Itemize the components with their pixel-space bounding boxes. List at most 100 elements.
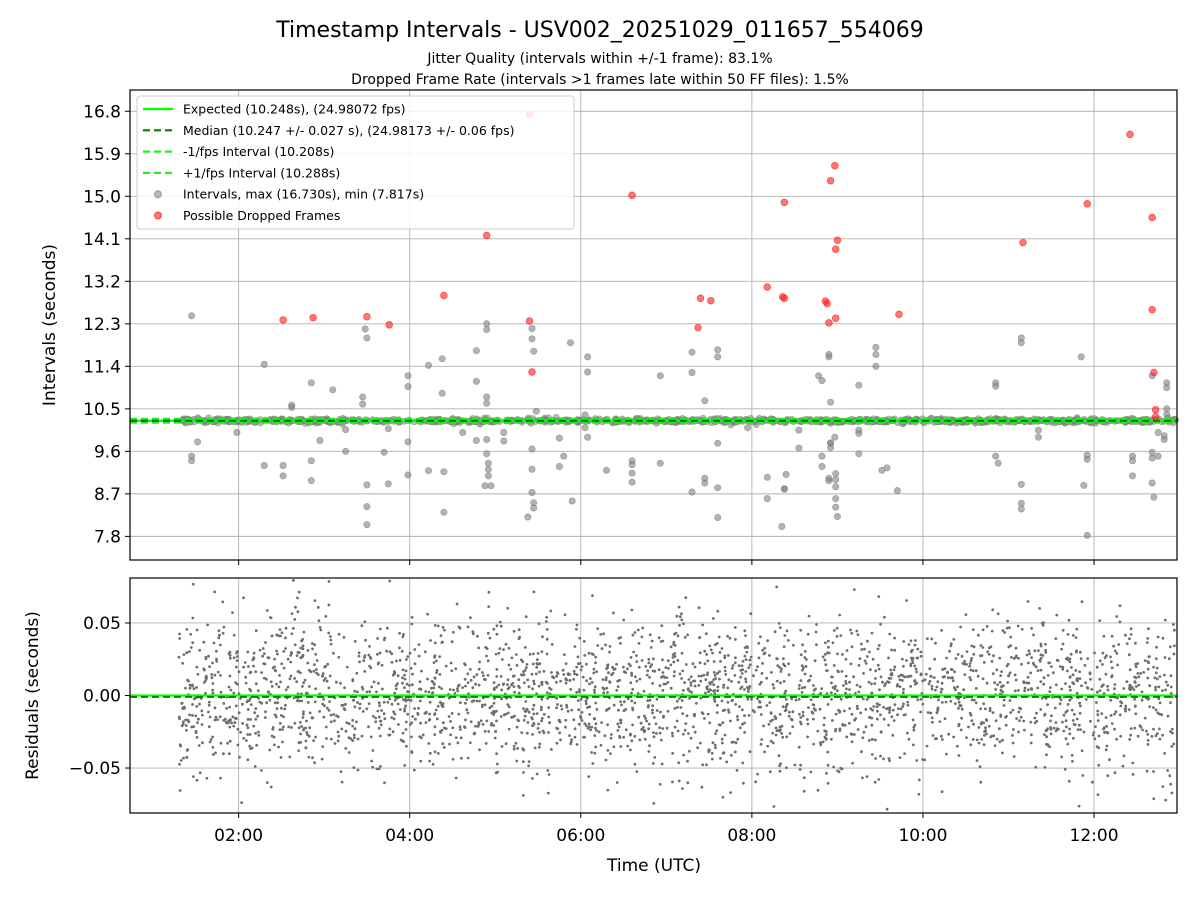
residual-point: [778, 713, 782, 716]
residual-point: [1023, 689, 1026, 693]
residual-point: [1014, 646, 1018, 650]
residual-point: [293, 721, 297, 725]
reference-lines: [130, 417, 1177, 424]
y-tick-label: 10.5: [83, 400, 121, 420]
residual-point: [273, 713, 277, 717]
residual-point: [719, 660, 722, 663]
residual-point: [871, 738, 874, 741]
residual-point: [307, 734, 311, 738]
residual-point: [236, 682, 239, 686]
residual-point: [228, 653, 232, 657]
residual-point: [537, 622, 541, 626]
residual-point: [380, 663, 384, 667]
residual-point: [1147, 627, 1150, 631]
residual-point: [726, 686, 730, 690]
residual-point: [1127, 653, 1131, 657]
residual-point: [673, 707, 677, 710]
residual-point: [378, 651, 382, 655]
residual-point: [1054, 637, 1058, 640]
residual-point: [495, 668, 499, 671]
residual-point: [1067, 779, 1071, 783]
residual-point: [520, 731, 524, 734]
residual-point: [911, 661, 915, 664]
residual-point: [635, 660, 639, 663]
residual-point: [201, 741, 204, 745]
residual-point: [606, 666, 609, 669]
residual-point: [1109, 655, 1112, 659]
residual-point: [852, 588, 856, 591]
residual-point: [807, 706, 810, 709]
residual-point: [979, 654, 982, 658]
residual-point: [464, 718, 467, 722]
residual-point: [658, 684, 662, 688]
residual-zero-lines: [130, 694, 1177, 698]
residual-point: [830, 675, 833, 679]
residual-point: [1083, 664, 1087, 667]
interval-point: [560, 452, 568, 460]
residual-point: [410, 735, 413, 739]
residual-point: [358, 706, 362, 710]
residual-point: [564, 725, 567, 729]
residual-point: [609, 752, 612, 755]
residual-point: [1052, 726, 1056, 730]
residual-point: [759, 713, 763, 716]
residual-point: [897, 707, 900, 710]
interval-point: [404, 372, 412, 380]
residual-point: [901, 657, 904, 661]
residual-point: [459, 736, 463, 740]
residual-point: [953, 670, 956, 674]
residual-point: [408, 684, 411, 687]
residual-point: [619, 642, 622, 645]
residual-point: [875, 705, 879, 709]
residual-point: [968, 662, 972, 665]
residual-point: [191, 641, 195, 645]
residual-point: [782, 680, 786, 683]
residual-point: [363, 656, 366, 659]
residual-point: [1106, 774, 1110, 778]
residual-point: [1106, 731, 1110, 735]
residual-point: [998, 656, 1002, 660]
residual-point: [661, 689, 665, 692]
residual-point: [850, 631, 854, 635]
residual-point: [930, 637, 934, 641]
residual-point: [788, 732, 792, 735]
residual-point: [531, 733, 534, 736]
residual-point: [838, 613, 842, 617]
residual-point: [748, 658, 752, 662]
residual-point: [351, 724, 354, 728]
residual-point: [515, 653, 518, 656]
residual-point: [581, 675, 585, 679]
residual-point: [228, 705, 232, 709]
residual-point: [559, 679, 562, 683]
residual-point: [1081, 774, 1085, 777]
interval-point: [628, 478, 636, 486]
residual-point: [642, 730, 646, 734]
residual-point: [944, 700, 948, 704]
residual-point: [403, 764, 407, 767]
residual-point: [184, 724, 188, 727]
residual-point: [619, 700, 622, 703]
residual-point: [1013, 673, 1017, 677]
residual-point: [318, 626, 322, 629]
residual-point: [228, 650, 232, 654]
interval-point: [656, 459, 664, 467]
residual-point: [575, 743, 579, 746]
residual-point: [559, 738, 562, 742]
residual-point: [254, 717, 258, 721]
residual-point: [321, 745, 325, 748]
residual-point: [500, 658, 504, 661]
residual-point: [744, 670, 748, 673]
residual-point: [593, 688, 596, 692]
residual-point: [665, 726, 669, 730]
residual-point: [1070, 753, 1074, 757]
residual-point: [956, 744, 959, 748]
residual-point: [968, 676, 972, 679]
residual-point: [710, 680, 714, 684]
residual-point: [655, 697, 659, 701]
residual-point: [572, 678, 576, 681]
residual-point: [927, 682, 931, 686]
residual-point: [385, 649, 388, 653]
residual-point: [522, 718, 526, 722]
residual-point: [907, 643, 911, 646]
residual-point: [413, 648, 417, 651]
